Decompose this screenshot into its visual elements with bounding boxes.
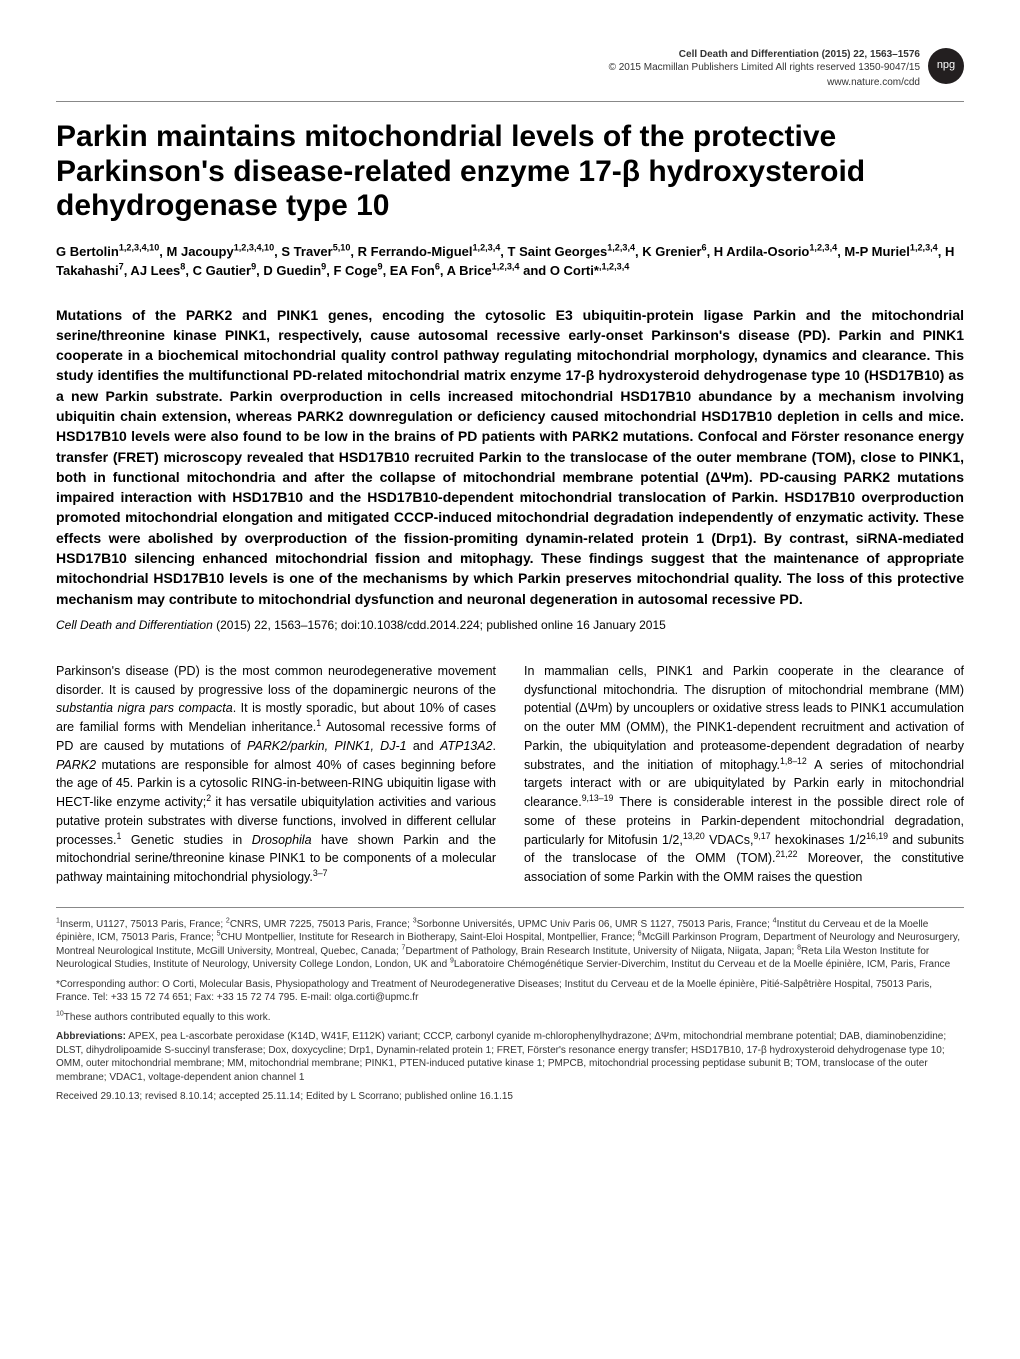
footnotes: 1Inserm, U1127, 75013 Paris, France; 2CN… <box>56 907 964 1104</box>
equal-contribution: 10These authors contributed equally to t… <box>56 1011 964 1025</box>
journal-url: www.nature.com/cdd <box>609 76 920 89</box>
author-list: G Bertolin1,2,3,4,10, M Jacoupy1,2,3,4,1… <box>56 242 964 281</box>
header-meta: Cell Death and Differentiation (2015) 22… <box>609 48 920 89</box>
citation-rest: (2015) 22, 1563–1576; doi:10.1038/cdd.20… <box>213 618 666 632</box>
equal-contribution-sup: 10 <box>56 1010 64 1017</box>
journal-ref: Cell Death and Differentiation (2015) 22… <box>609 48 920 61</box>
npg-logo-icon: npg <box>928 48 964 84</box>
article-dates: Received 29.10.13; revised 8.10.14; acce… <box>56 1090 964 1104</box>
page-header: Cell Death and Differentiation (2015) 22… <box>56 48 964 89</box>
abstract: Mutations of the PARK2 and PINK1 genes, … <box>56 305 964 609</box>
citation-line: Cell Death and Differentiation (2015) 22… <box>56 617 964 634</box>
header-divider <box>56 101 964 102</box>
affiliations: 1Inserm, U1127, 75013 Paris, France; 2CN… <box>56 918 964 972</box>
equal-contribution-text: These authors contributed equally to thi… <box>64 1012 271 1023</box>
body-col-1: Parkinson's disease (PD) is the most com… <box>56 662 496 887</box>
body-col-2: In mammalian cells, PINK1 and Parkin coo… <box>524 662 964 887</box>
corresponding-author: *Corresponding author: O Corti, Molecula… <box>56 978 964 1005</box>
page-root: Cell Death and Differentiation (2015) 22… <box>0 0 1020 1150</box>
abbreviations: Abbreviations: APEX, pea L-ascorbate per… <box>56 1030 964 1084</box>
copyright-line: © 2015 Macmillan Publishers Limited All … <box>609 61 920 74</box>
body-columns: Parkinson's disease (PD) is the most com… <box>56 662 964 887</box>
article-title: Parkin maintains mitochondrial levels of… <box>56 120 964 224</box>
citation-journal: Cell Death and Differentiation <box>56 618 213 632</box>
